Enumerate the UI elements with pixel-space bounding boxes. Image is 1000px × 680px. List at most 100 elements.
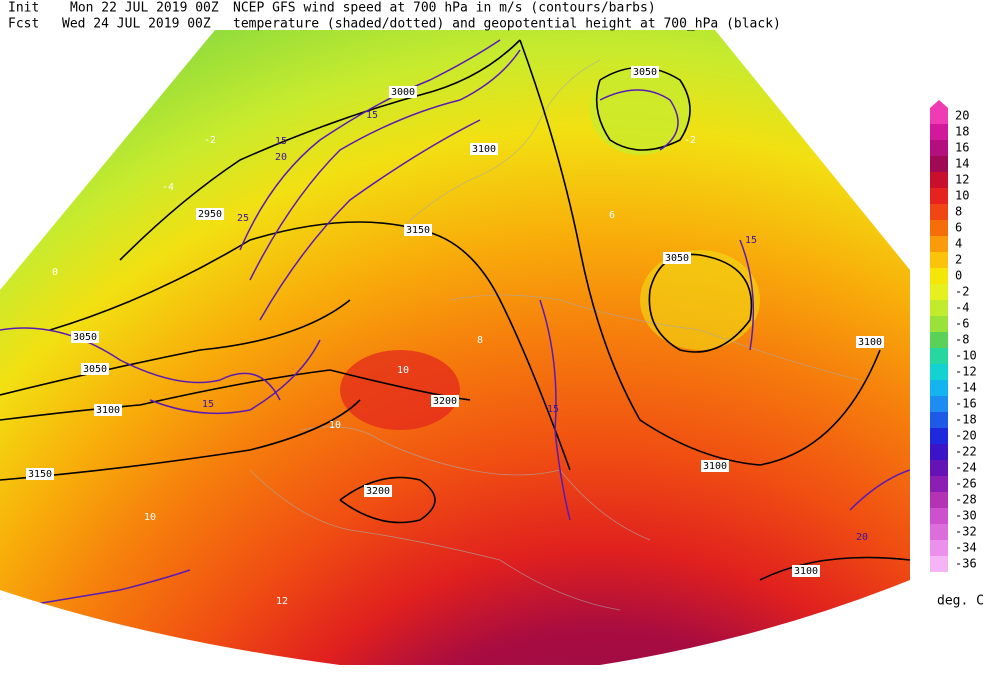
colorbar-swatch <box>930 396 948 412</box>
colorbar-label: -36 <box>955 557 977 571</box>
height-label: 3100 <box>472 144 496 155</box>
colorbar-label: -4 <box>955 301 969 315</box>
colorbar-label: -6 <box>955 317 969 331</box>
colorbar-label: 18 <box>955 125 969 139</box>
height-label: 3150 <box>28 469 52 480</box>
temperature-label: 8 <box>477 335 483 346</box>
height-label: 3150 <box>406 225 430 236</box>
colorbar-label: -2 <box>955 285 969 299</box>
colorbar-swatch <box>930 364 948 380</box>
colorbar-label: 0 <box>955 269 962 283</box>
temperature-label: -2 <box>684 135 696 146</box>
colorbar-swatch <box>930 204 948 220</box>
height-label: 3100 <box>96 405 120 416</box>
cold-core <box>590 65 690 155</box>
fcst-time: Wed 24 JUL 2019 00Z <box>62 17 211 32</box>
title-line: temperature (shaded/dotted) and geopoten… <box>233 17 781 32</box>
label-bg <box>792 565 820 577</box>
colorbar-swatch <box>930 188 948 204</box>
colorbar-swatch <box>930 380 948 396</box>
colorbar: 20181614121086420-2-4-6-8-10-12-14-16-18… <box>930 100 977 572</box>
colorbar-label: -16 <box>955 397 977 411</box>
wind-label: 15 <box>745 235 757 246</box>
colorbar-swatch <box>930 124 948 140</box>
colorbar-arrow <box>930 100 948 108</box>
colorbar-swatch <box>930 348 948 364</box>
temperature-label: 12 <box>276 596 288 607</box>
colorbar-swatch <box>930 252 948 268</box>
temperature-label: -2 <box>204 135 216 146</box>
temperature-label: 6 <box>609 210 615 221</box>
colorbar-swatch <box>930 476 948 492</box>
colorbar-swatch <box>930 444 948 460</box>
colorbar-swatch <box>930 492 948 508</box>
colorbar-swatch <box>930 172 948 188</box>
label-bg <box>81 363 109 375</box>
colorbar-label: -24 <box>955 461 977 475</box>
height-label: 3050 <box>633 67 657 78</box>
height-label: 3100 <box>858 337 882 348</box>
label-bg <box>389 86 417 98</box>
wind-label: 20 <box>275 152 287 163</box>
colorbar-swatch <box>930 524 948 540</box>
height-label: 3200 <box>366 486 390 497</box>
wind-contours <box>0 39 910 611</box>
colorbar-label: 20 <box>955 109 969 123</box>
colorbar-label: 2 <box>955 253 962 267</box>
height-label: 3050 <box>73 332 97 343</box>
colorbar-label: -30 <box>955 509 977 523</box>
fcst-label: Fcst <box>8 17 39 32</box>
colorbar-swatch <box>930 428 948 444</box>
height-label: 3200 <box>433 396 457 407</box>
wind-label: 15 <box>275 136 287 147</box>
colorbar-label: -20 <box>955 429 977 443</box>
colorbar-swatch <box>930 460 948 476</box>
colorbar-label: -12 <box>955 365 977 379</box>
colorbar-label: -10 <box>955 349 977 363</box>
temperature-label: 0 <box>52 267 58 278</box>
label-bg <box>196 208 224 220</box>
temperature-label: -4 <box>162 182 174 193</box>
colorbar-swatch <box>930 556 948 572</box>
colorbar-swatch <box>930 268 948 284</box>
colorbar-label: 16 <box>955 141 969 155</box>
colorbar-label: 10 <box>955 189 969 203</box>
colorbar-label: -32 <box>955 525 977 539</box>
colorbar-swatch <box>930 140 948 156</box>
colorbar-swatch <box>930 300 948 316</box>
header: Init Mon 22 JUL 2019 00Z NCEP GFS wind s… <box>8 1 781 32</box>
colorbar-swatch <box>930 412 948 428</box>
colorbar-label: 6 <box>955 221 962 235</box>
height-label: 2950 <box>198 209 222 220</box>
title-line: NCEP GFS wind speed at 700 hPa in m/s (c… <box>233 1 656 16</box>
label-bg <box>71 331 99 343</box>
colorbar-swatch <box>930 508 948 524</box>
height-label: 3100 <box>703 461 727 472</box>
label-bg <box>431 395 459 407</box>
coastlines <box>249 59 861 611</box>
temperature-label: 10 <box>144 512 156 523</box>
colorbar-label: -28 <box>955 493 977 507</box>
height-label: 3050 <box>665 253 689 264</box>
wind-label: 15 <box>366 110 378 121</box>
colorbar-label: 12 <box>955 173 969 187</box>
label-bg <box>404 224 432 236</box>
label-bg <box>856 336 884 348</box>
colorbar-label: -34 <box>955 541 977 555</box>
temperature-label: 10 <box>397 365 409 376</box>
colorbar-label: 14 <box>955 157 969 171</box>
height-label: 3050 <box>83 364 107 375</box>
colorbar-label: -22 <box>955 445 977 459</box>
colorbar-swatch <box>930 332 948 348</box>
colorbar-swatch <box>930 284 948 300</box>
colorbar-swatch <box>930 108 948 124</box>
init-time: Mon 22 JUL 2019 00Z <box>70 1 219 16</box>
colorbar-swatch <box>930 540 948 556</box>
colorbar-swatch <box>930 220 948 236</box>
colorbar-label: -8 <box>955 333 969 347</box>
colorbar-label: -18 <box>955 413 977 427</box>
label-bg <box>631 66 659 78</box>
colorbar-label: -14 <box>955 381 977 395</box>
wind-label: 20 <box>856 532 868 543</box>
